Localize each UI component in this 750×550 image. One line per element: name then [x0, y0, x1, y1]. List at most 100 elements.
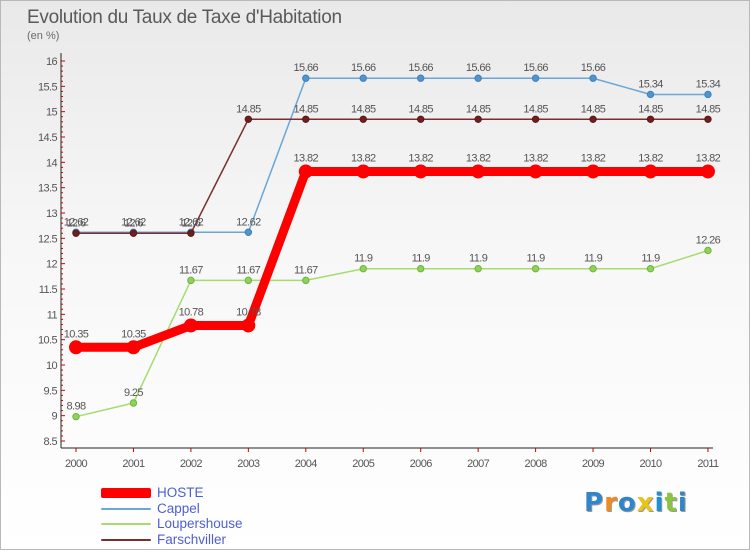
y-tick-label: 12.5 — [38, 233, 57, 245]
data-label-cappel: 12.62 — [236, 216, 261, 228]
data-point-hoste — [241, 318, 256, 333]
proxiti-logo: Proxiti — [584, 488, 688, 518]
data-point-hoste — [471, 164, 486, 179]
data-label-hoste: 10.78 — [179, 306, 204, 318]
data-label-farschviller: 14.85 — [236, 103, 261, 115]
data-label-hoste: 13.82 — [408, 152, 433, 164]
data-point-farschviller — [187, 229, 195, 237]
data-point-loupershouse — [187, 276, 195, 285]
logo-letter: r — [604, 488, 618, 518]
data-point-cappel — [646, 90, 655, 99]
series-line-cappel — [76, 77, 708, 234]
data-point-farschviller — [704, 115, 712, 123]
data-label-farschviller: 12.6 — [66, 217, 85, 229]
data-label-loupershouse: 11.67 — [236, 264, 260, 276]
data-label-farschviller: 14.85 — [638, 103, 663, 115]
data-label-farschviller: 14.85 — [351, 103, 376, 115]
data-point-cappel — [302, 74, 310, 82]
data-label-loupershouse: 11.9 — [354, 253, 373, 265]
data-label-loupershouse: 8.98 — [66, 401, 85, 413]
y-tick-label: 13 — [46, 208, 58, 220]
data-label-farschviller: 14.85 — [408, 103, 433, 115]
data-point-hoste — [183, 318, 198, 333]
x-tick-label: 2004 — [295, 458, 318, 470]
data-label-cappel: 15.34 — [638, 78, 663, 90]
data-point-cappel — [704, 90, 712, 99]
x-tick-label: 2010 — [639, 458, 662, 470]
legend-label-hoste: HOSTE — [157, 485, 204, 500]
data-label-loupershouse: 11.9 — [526, 253, 545, 265]
chart-subtitle: (en %) — [27, 30, 60, 42]
data-label-loupershouse: 9.25 — [124, 387, 143, 399]
y-tick-label: 11.5 — [39, 284, 58, 296]
x-tick-label: 2008 — [525, 458, 548, 470]
data-label-farschviller: 12.6 — [124, 217, 143, 229]
data-label-hoste: 13.82 — [523, 152, 548, 164]
data-label-hoste: 13.82 — [294, 152, 319, 164]
logo-letter: t — [664, 488, 678, 518]
data-label-cappel: 15.66 — [408, 62, 433, 74]
data-label-cappel: 15.66 — [351, 62, 376, 74]
data-point-farschviller — [72, 229, 80, 237]
y-tick-label: 14.5 — [38, 132, 57, 144]
data-point-farschviller — [359, 115, 367, 123]
data-label-cappel: 15.34 — [696, 78, 721, 90]
data-point-farschviller — [589, 115, 597, 123]
legend-swatch-cappel — [101, 507, 151, 510]
data-label-hoste: 13.82 — [351, 152, 376, 164]
legend-swatch-hoste — [101, 488, 151, 498]
y-tick-label: 14 — [46, 157, 58, 169]
data-point-hoste — [126, 340, 141, 355]
series-line-hoste — [76, 166, 708, 352]
legend-label-loupershouse: Loupershouse — [157, 516, 243, 531]
data-point-cappel — [589, 74, 597, 82]
data-label-hoste: 10.35 — [121, 328, 146, 340]
data-label-cappel: 12.62 — [64, 216, 89, 228]
data-point-loupershouse — [72, 412, 80, 421]
logo-letter: P — [584, 488, 605, 518]
data-point-loupershouse — [646, 265, 655, 273]
data-point-hoste — [356, 164, 371, 179]
x-tick-label: 2006 — [410, 458, 433, 470]
y-tick-label: 9 — [51, 411, 57, 423]
legend-swatch-farschviller — [101, 538, 151, 541]
y-tick-label: 15.5 — [38, 81, 57, 93]
data-point-farschviller — [244, 115, 253, 123]
data-label-hoste: 10.35 — [64, 328, 89, 340]
data-point-hoste — [298, 164, 313, 179]
data-label-hoste: 10.78 — [236, 306, 261, 318]
y-tick-label: 13.5 — [38, 183, 57, 195]
x-tick-label: 2003 — [237, 458, 260, 470]
y-tick-label: 10.5 — [38, 335, 57, 347]
data-point-cappel — [244, 228, 253, 236]
x-tick-label: 2001 — [122, 458, 145, 470]
data-point-hoste — [69, 340, 83, 355]
x-tick-label: 2002 — [180, 458, 203, 470]
data-point-loupershouse — [244, 276, 253, 285]
data-label-loupershouse: 11.9 — [469, 253, 488, 265]
data-point-farschviller — [417, 115, 425, 123]
y-tick-label: 16 — [46, 56, 58, 68]
y-tick-label: 8.5 — [44, 436, 58, 448]
data-label-cappel: 12.62 — [179, 216, 204, 228]
x-tick-label: 2011 — [697, 458, 719, 470]
y-tick-label: 12 — [46, 259, 58, 271]
data-point-farschviller — [474, 115, 482, 123]
series-line-farschviller — [76, 118, 708, 235]
data-point-loupershouse — [417, 265, 425, 273]
series-line-loupershouse — [75, 249, 709, 418]
data-point-loupershouse — [589, 265, 597, 273]
data-point-hoste — [586, 164, 601, 179]
data-point-loupershouse — [704, 246, 712, 255]
data-label-cappel: 15.66 — [294, 62, 319, 74]
data-label-farschviller: 12.6 — [181, 217, 200, 229]
data-label-loupershouse: 11.9 — [412, 253, 431, 265]
logo-letter: o — [617, 488, 637, 518]
data-point-farschviller — [129, 229, 138, 237]
data-point-hoste — [700, 164, 715, 179]
x-tick-label: 2000 — [65, 458, 88, 470]
data-label-cappel: 15.66 — [523, 62, 548, 74]
data-label-hoste: 13.82 — [466, 152, 491, 164]
data-label-hoste: 13.82 — [581, 152, 606, 164]
